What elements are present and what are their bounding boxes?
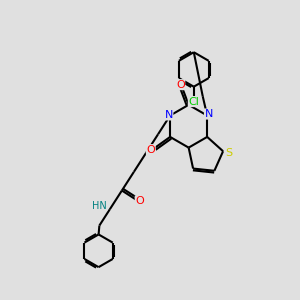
Text: Cl: Cl xyxy=(188,97,199,106)
Text: N: N xyxy=(164,110,173,120)
Text: HN: HN xyxy=(92,201,107,211)
Text: O: O xyxy=(146,145,155,154)
Text: S: S xyxy=(225,148,232,158)
Text: O: O xyxy=(135,196,144,206)
Text: O: O xyxy=(176,80,185,90)
Text: N: N xyxy=(205,109,213,119)
